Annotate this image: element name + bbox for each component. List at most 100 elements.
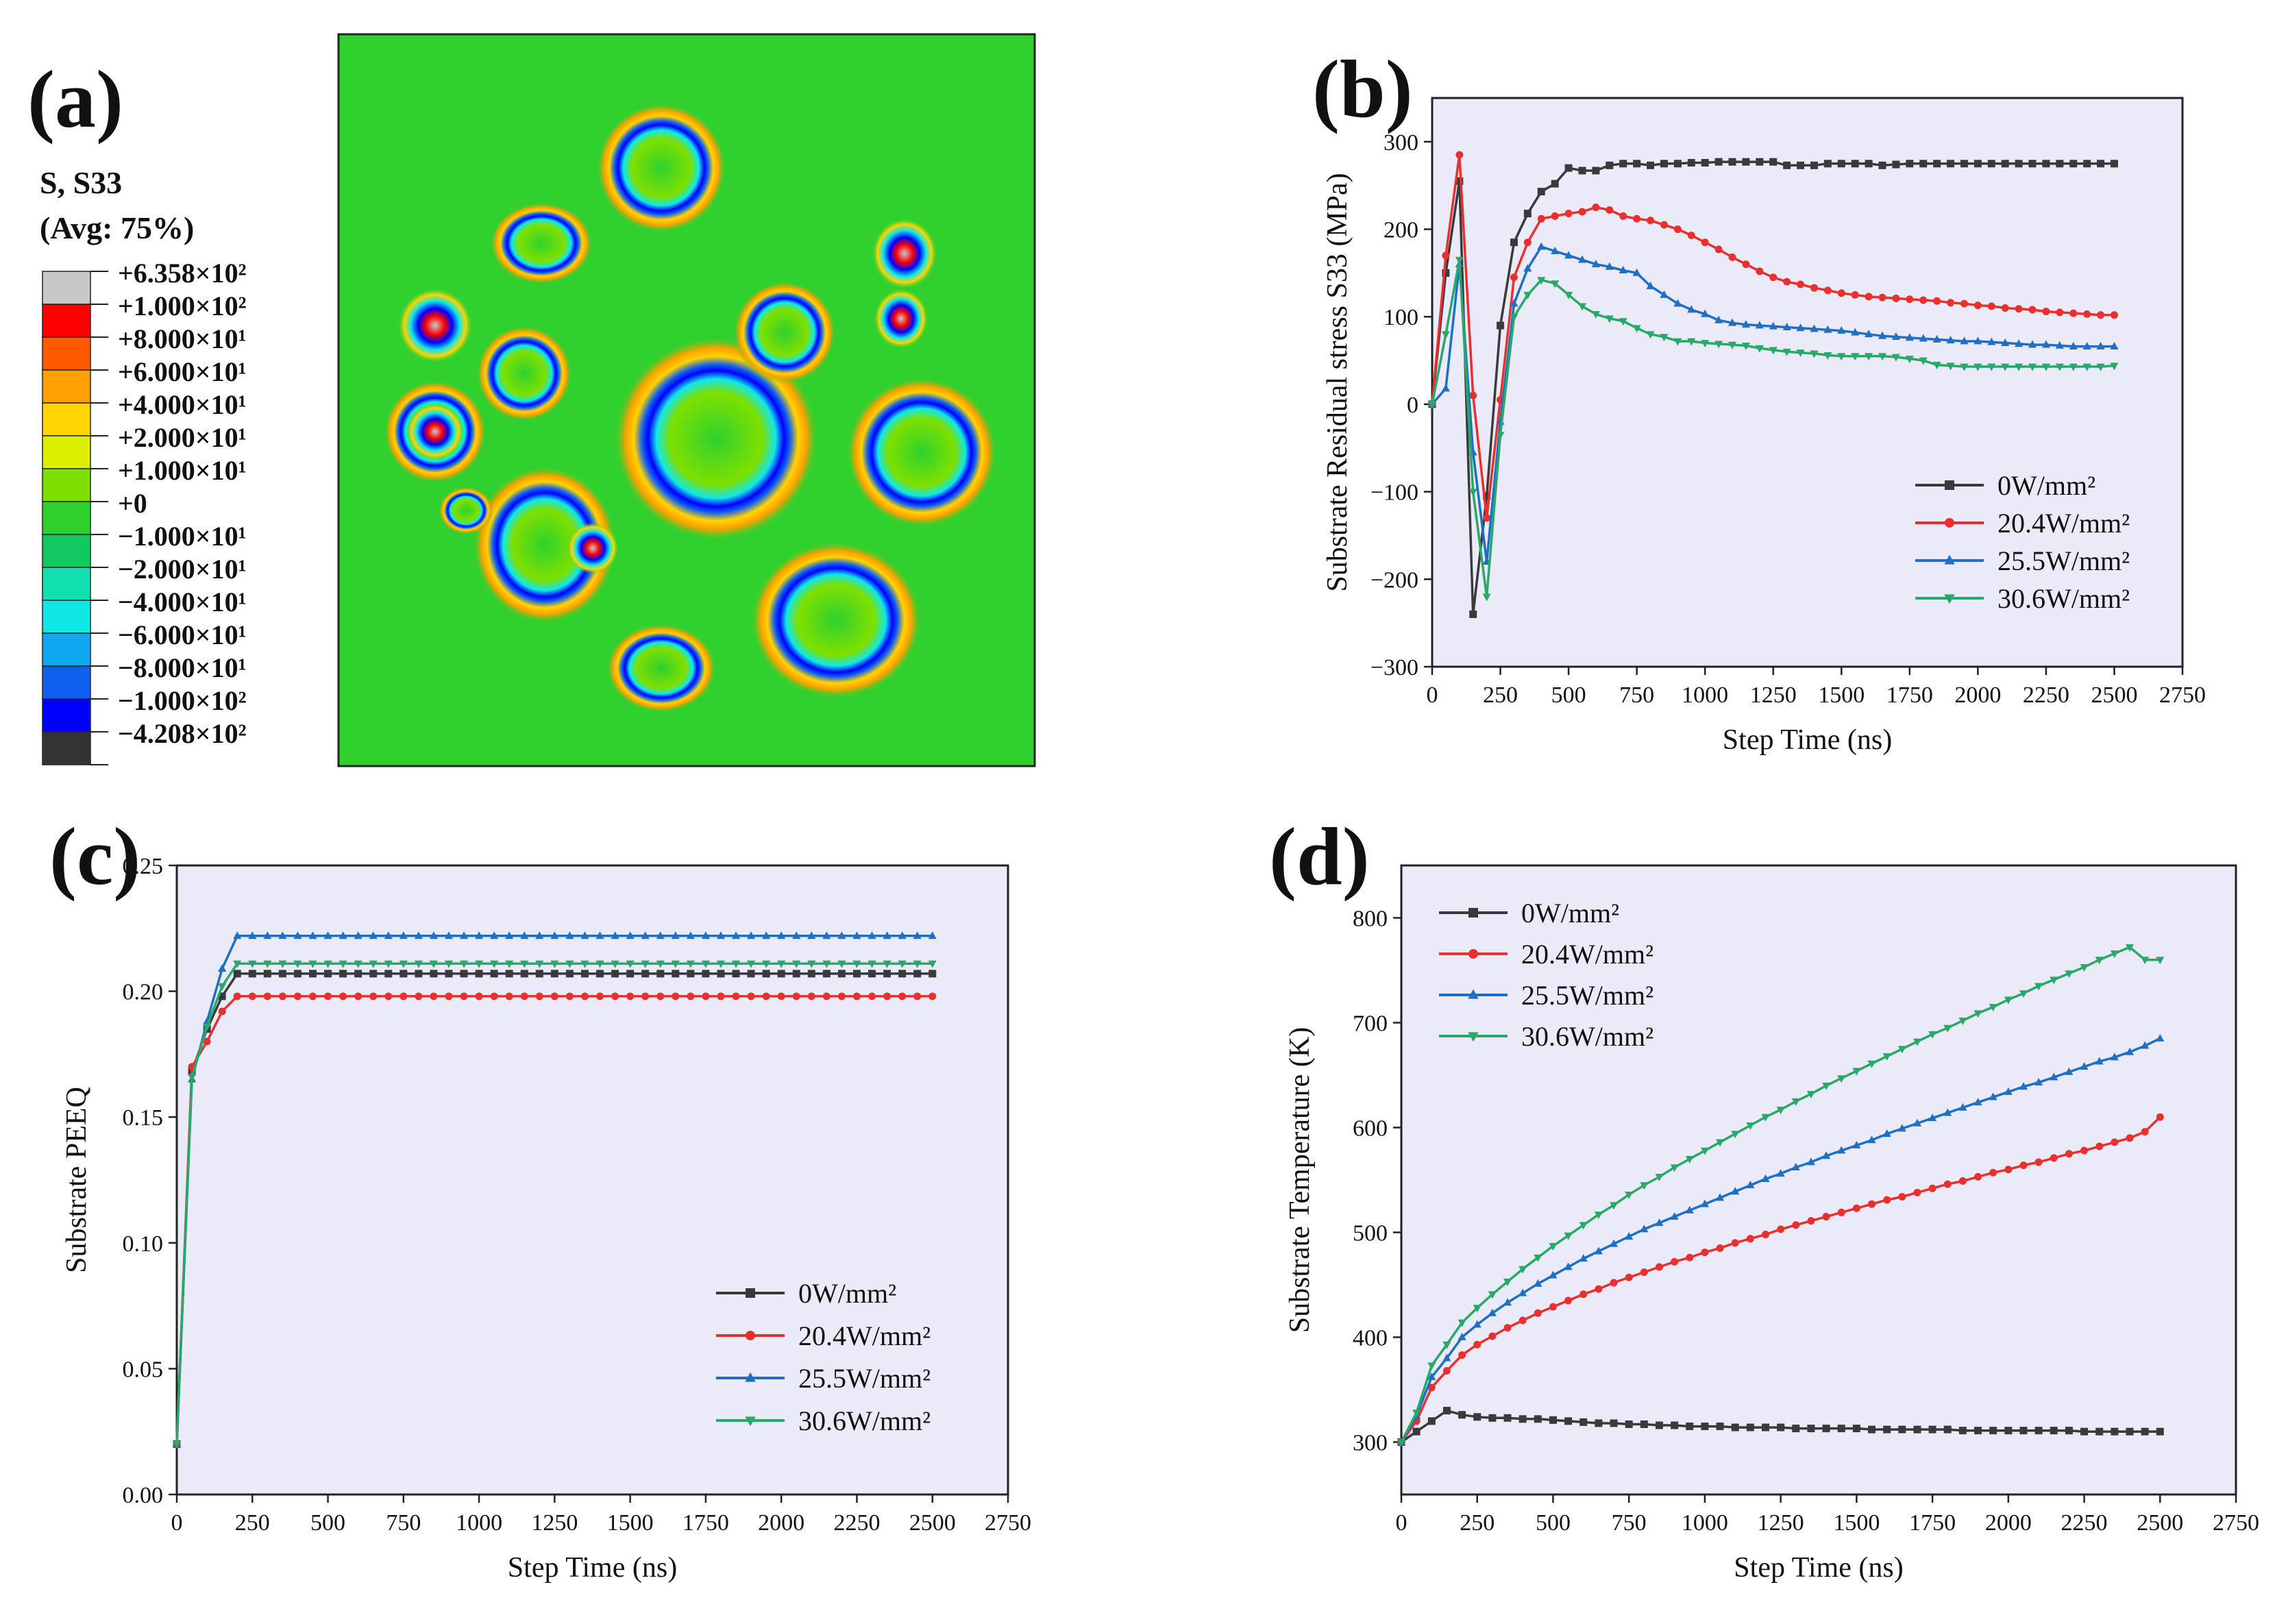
data-point: [1932, 362, 1941, 370]
data-point: [1701, 309, 1710, 317]
data-point: [2015, 363, 2024, 371]
data-point: [1397, 1439, 1406, 1447]
data-point: [1810, 350, 1819, 358]
data-point: [1776, 1169, 1785, 1177]
data-point: [1810, 324, 1819, 332]
data-point: [188, 1074, 197, 1082]
data-point: [1777, 1225, 1785, 1233]
data-point: [324, 992, 332, 1000]
data-point: [1958, 1103, 1967, 1111]
data-point: [929, 970, 937, 978]
data-point: [1427, 1383, 1436, 1392]
data-point: [868, 931, 876, 939]
data-point: [611, 931, 619, 939]
data-point: [716, 960, 726, 968]
data-point: [1455, 256, 1464, 264]
data-point: [1551, 246, 1560, 254]
y-tick-label: 700: [1353, 1011, 1388, 1037]
x-tick-label: 500: [310, 1510, 345, 1536]
colorbar-label: −4.000×10¹: [118, 587, 247, 617]
data-point: [1867, 1135, 1876, 1144]
data-point: [1686, 1423, 1694, 1431]
data-point: [565, 970, 574, 978]
data-point: [2080, 1427, 2089, 1436]
data-point: [1898, 1192, 1906, 1201]
data-point: [596, 992, 604, 1000]
data-point: [883, 931, 891, 939]
data-point: [1783, 278, 1791, 286]
x-tick-label: 2000: [1954, 682, 2001, 708]
y-tick-label: 800: [1353, 907, 1388, 932]
legend: 0W/mm² 20.4W/mm² 25.5W/mm² 30.6W/mm²: [716, 1278, 931, 1436]
data-point: [1810, 161, 1818, 169]
data-point: [1701, 238, 1709, 247]
data-point: [928, 931, 937, 939]
colorbar-label: +1.000×10²: [118, 291, 247, 321]
data-point: [1776, 1107, 1785, 1115]
data-point: [1632, 268, 1641, 276]
data-point: [611, 970, 619, 978]
colorbar-swatch: [42, 435, 91, 469]
data-point: [1473, 1305, 1481, 1313]
data-point: [1564, 1232, 1573, 1240]
data-point: [1946, 336, 1955, 344]
data-point: [2015, 305, 2023, 313]
data-point: [1473, 1320, 1481, 1328]
data-point: [218, 1007, 226, 1016]
data-point: [1822, 1082, 1831, 1090]
data-point: [263, 931, 272, 939]
data-point: [1792, 1221, 1800, 1229]
data-point: [1852, 1140, 1861, 1148]
data-point: [1989, 1168, 1997, 1177]
data-point: [792, 931, 801, 939]
data-point: [777, 992, 785, 1000]
data-point: [913, 970, 922, 978]
data-point: [1742, 260, 1750, 269]
data-point: [1987, 363, 1996, 371]
data-point: [641, 931, 650, 939]
colorbar-swatch: [42, 534, 91, 568]
data-point: [1564, 1417, 1573, 1425]
data-point: [777, 931, 786, 939]
data-point: [2141, 1427, 2149, 1436]
data-point: [1783, 161, 1791, 169]
data-point: [1468, 489, 1477, 497]
data-point: [1716, 1139, 1725, 1147]
data-point: [1625, 1192, 1634, 1200]
data-point: [822, 992, 831, 1000]
data-point: [656, 992, 665, 1000]
data-point: [2080, 1146, 2089, 1155]
data-point: [1865, 293, 1873, 301]
data-point: [1442, 1366, 1451, 1375]
data-point: [399, 970, 408, 978]
legend-marker: [1945, 480, 1954, 490]
data-point: [293, 970, 302, 978]
data-point: [2042, 160, 2050, 168]
data-point: [550, 970, 558, 978]
data-point: [1928, 1425, 1936, 1434]
data-point: [550, 992, 558, 1000]
data-point: [278, 970, 286, 978]
data-point: [1685, 1205, 1694, 1214]
data-point: [1868, 1200, 1876, 1208]
data-point: [1928, 1114, 1937, 1122]
legend-marker: [1468, 949, 1478, 959]
x-tick-label: 1500: [1818, 682, 1865, 708]
data-point: [1943, 1425, 1952, 1434]
data-point: [1777, 1423, 1785, 1431]
data-point: [2055, 363, 2064, 371]
data-point: [1928, 1031, 1937, 1039]
data-point: [1551, 180, 1559, 188]
y-tick-label: 600: [1353, 1116, 1388, 1142]
data-point: [1595, 1285, 1603, 1293]
data-point: [837, 992, 846, 1000]
data-point: [2156, 1427, 2164, 1436]
data-point: [2001, 304, 2009, 312]
y-tick-label: 0.15: [123, 1105, 164, 1131]
data-point: [1987, 337, 1996, 345]
x-tick-label: 500: [1536, 1510, 1571, 1536]
data-point: [1579, 1290, 1588, 1299]
data-point: [2001, 160, 2009, 168]
data-point: [1837, 1075, 1846, 1083]
data-point: [1700, 1147, 1709, 1155]
